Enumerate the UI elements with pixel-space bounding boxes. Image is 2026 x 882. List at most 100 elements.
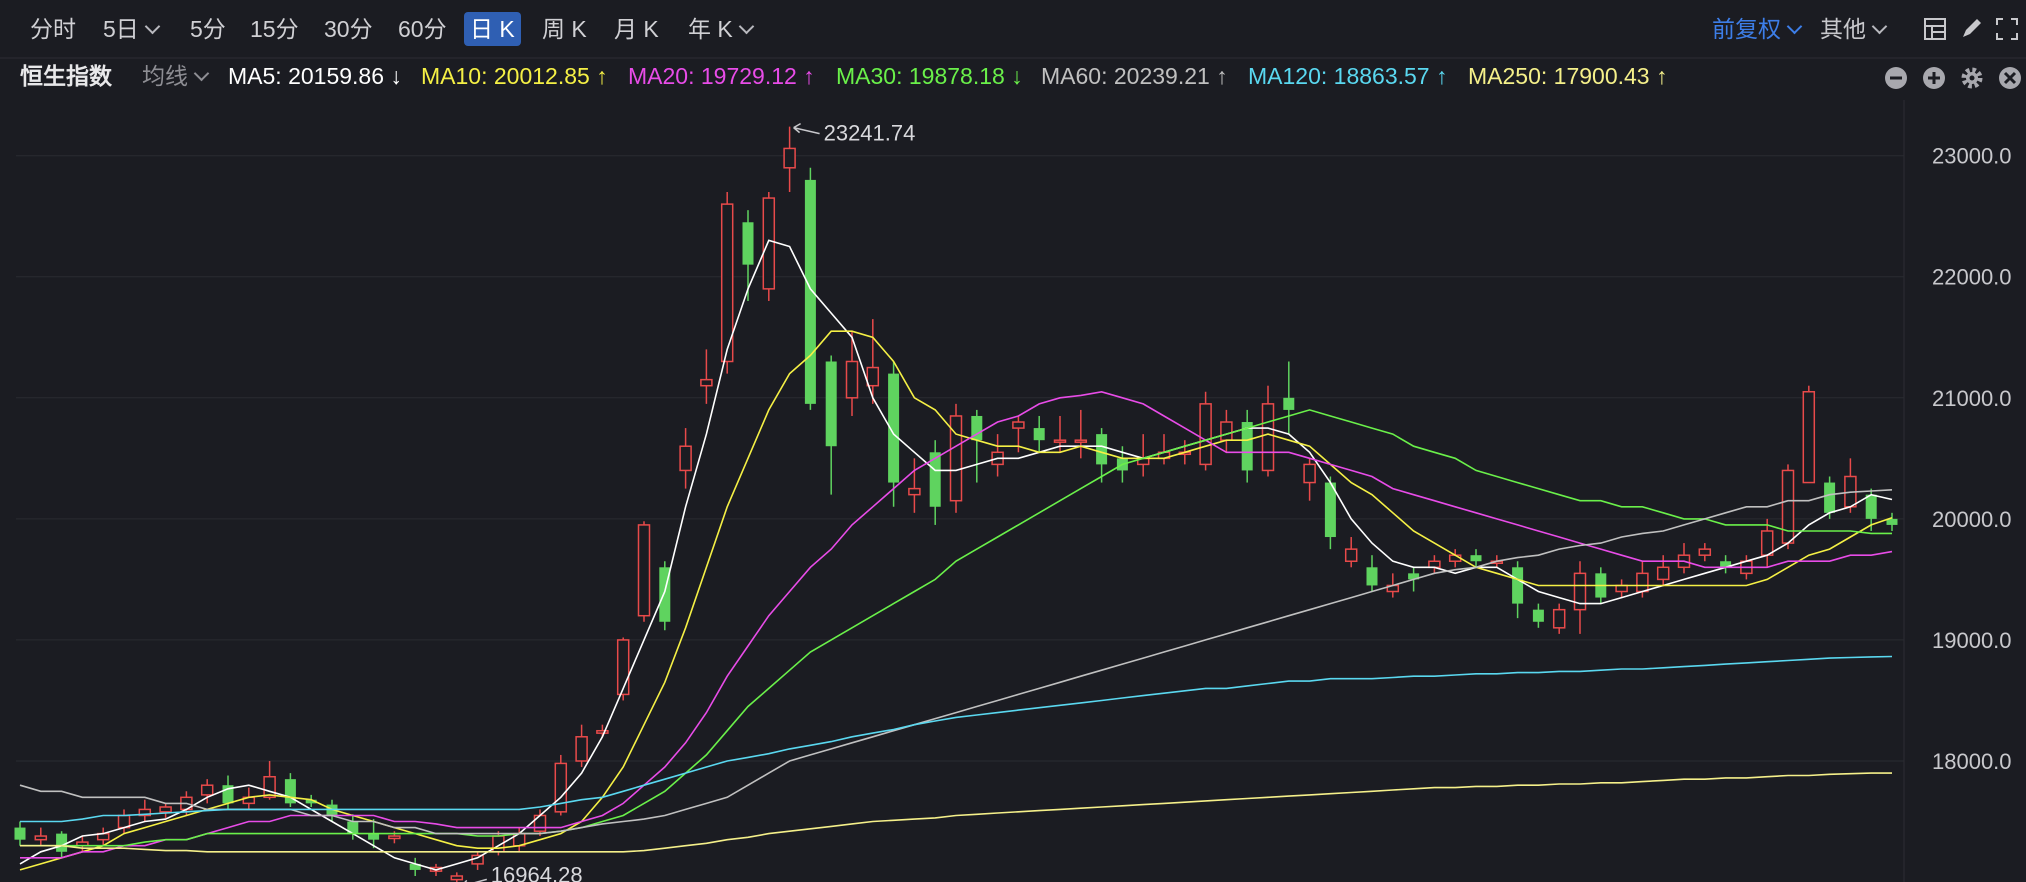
candle-body (34, 835, 48, 841)
y-tick-label: 23000.0 (1932, 144, 2012, 169)
candle-body (1512, 567, 1524, 604)
candle-body (1220, 421, 1233, 441)
candle-body (1470, 555, 1482, 562)
timeframe-7[interactable]: 周 K (542, 16, 587, 42)
candle-body (56, 833, 68, 852)
candle-body (263, 775, 276, 799)
timeframe-8[interactable]: 月 K (614, 16, 659, 42)
ma-line-5 (20, 655, 1893, 823)
candle-body (1615, 584, 1628, 593)
candle-body (1261, 403, 1275, 472)
ma-line-6 (20, 772, 1892, 853)
fullscreen-icon[interactable] (1994, 16, 2020, 42)
candle-body (1366, 567, 1378, 586)
candle-body (1824, 482, 1836, 513)
candle-body (368, 833, 380, 840)
max-arrow-icon (793, 122, 820, 135)
candle-body (1532, 609, 1544, 622)
candle-body (908, 487, 921, 496)
candle-body (1344, 548, 1358, 562)
candle-body (1720, 561, 1732, 568)
y-tick-label: 20000.0 (1932, 507, 2012, 532)
candle-body (783, 147, 796, 169)
ma-legend-item-0: MA5: 20159.86 ↓ (228, 63, 402, 89)
candle-body (222, 785, 234, 804)
timeframe-4[interactable]: 30分 (324, 16, 373, 42)
candle-body (1573, 572, 1587, 611)
timeframe-1[interactable]: 5日 (103, 12, 161, 46)
candle-body (866, 366, 880, 387)
y-tick-label: 18000.0 (1932, 749, 2012, 774)
candle-body (971, 415, 983, 441)
candle-body (347, 821, 359, 834)
ma-legend-item-2: MA20: 19729.12 ↑ (628, 63, 815, 89)
candle-body (845, 360, 859, 399)
adjust-label: 前复权 (1712, 16, 1781, 42)
candle-body (1552, 608, 1566, 629)
candle-body (159, 806, 172, 813)
other-label: 其他 (1820, 16, 1866, 42)
ma-legend-item-4: MA60: 20239.21 ↑ (1041, 63, 1228, 89)
timeframe-5[interactable]: 60分 (398, 16, 447, 42)
min-arrow-icon (464, 878, 487, 882)
candle-body (720, 203, 734, 363)
candle-body (888, 373, 900, 483)
timeframe-9[interactable]: 年 K (688, 12, 755, 46)
candle-body (1074, 439, 1088, 443)
ma-line-3 (20, 409, 1892, 847)
candle-body (1802, 391, 1816, 484)
ma-legend-item-6: MA250: 17900.43 ↑ (1468, 63, 1668, 89)
candle-body (929, 452, 941, 507)
candle-body (1636, 572, 1649, 593)
candle-body (1408, 573, 1420, 580)
candle-body (1241, 422, 1253, 471)
candle-body (637, 524, 651, 617)
y-tick-label: 22000.0 (1932, 265, 2012, 290)
candle-body (762, 197, 776, 290)
candle-body (1012, 421, 1025, 429)
draw-pen-icon[interactable] (1958, 16, 1984, 42)
close-icon[interactable] (1998, 66, 2022, 90)
y-tick-label: 19000.0 (1932, 628, 2012, 653)
candle-body (1303, 463, 1316, 484)
candle-body (1283, 397, 1295, 410)
candle-body (596, 729, 609, 734)
candle-body (616, 639, 630, 696)
candle-body (1053, 439, 1067, 443)
timeframe-0[interactable]: 分时 (30, 16, 76, 42)
ma-legend-item-3: MA30: 19878.18 ↓ (836, 63, 1023, 89)
zoom-out-icon[interactable] (1884, 66, 1908, 90)
candle-body (1033, 428, 1045, 441)
candle-body (1324, 482, 1336, 538)
candle-body (1886, 518, 1898, 525)
candle-body (659, 567, 671, 622)
candle-body (804, 179, 816, 404)
candle-body (1865, 494, 1877, 519)
candle-body (700, 378, 713, 387)
timeframe-2[interactable]: 5分 (190, 16, 226, 42)
timeframe-3[interactable]: 15分 (250, 16, 299, 42)
adjust-dropdown[interactable]: 前复权 (1712, 12, 1803, 46)
candle-body (409, 863, 421, 870)
other-dropdown[interactable]: 其他 (1820, 12, 1888, 46)
ma-toggle-label: 均线 (142, 63, 188, 89)
candle-body (1781, 469, 1795, 544)
candle-body (1760, 530, 1774, 556)
layout-grid-icon[interactable] (1922, 16, 1948, 42)
candle-body (200, 784, 214, 796)
ma-toggle-dropdown[interactable]: 均线 (142, 61, 210, 91)
min-price-label: 16964.28 (491, 862, 583, 882)
candle-body (450, 875, 464, 881)
candle-body (554, 762, 568, 813)
candle-body (575, 736, 588, 762)
zoom-in-icon[interactable] (1922, 66, 1946, 90)
candle-body (1096, 434, 1108, 465)
settings-gear-icon[interactable] (1960, 66, 1984, 90)
max-price-label: 23241.74 (824, 121, 916, 146)
timeframe-6[interactable]: 日 K (464, 12, 521, 46)
ma-legend-item-1: MA10: 20012.85 ↑ (421, 63, 608, 89)
candle-body (305, 799, 317, 804)
candle-body (284, 779, 296, 804)
candle-body (388, 835, 401, 840)
